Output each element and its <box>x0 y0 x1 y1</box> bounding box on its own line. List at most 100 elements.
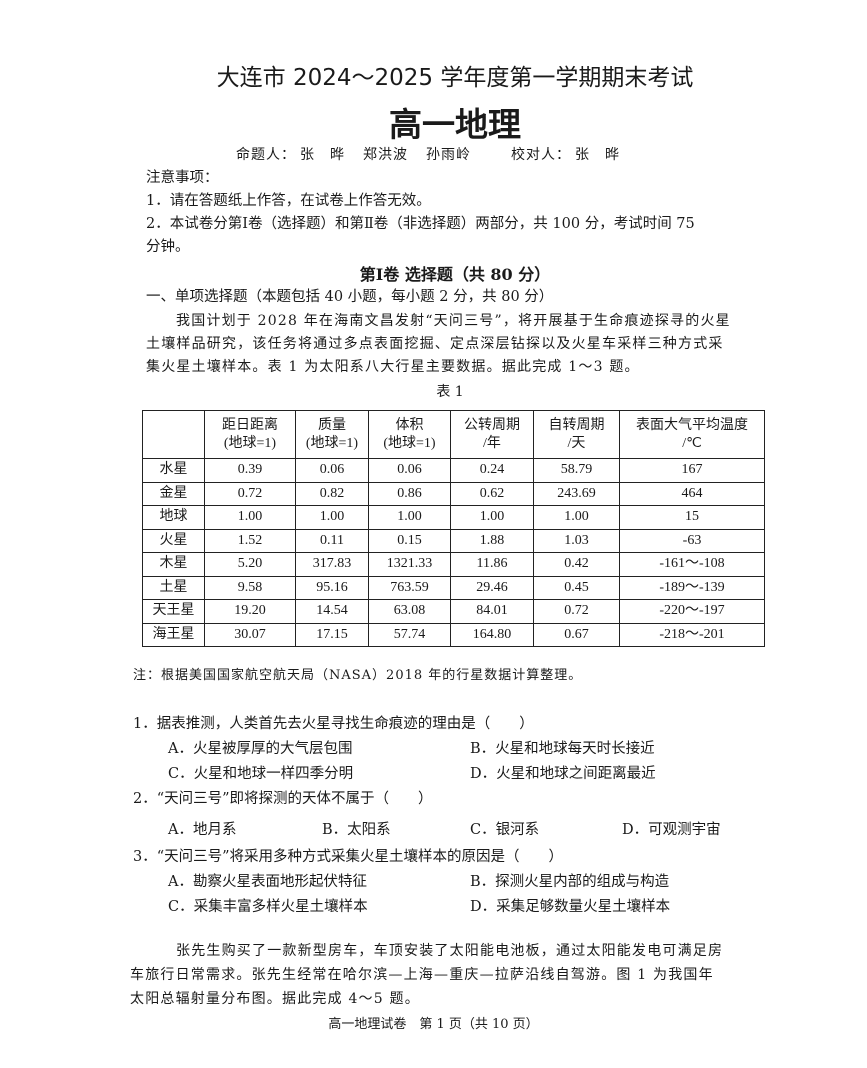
table-cell: 763.59 <box>368 575 451 600</box>
column-header: 体积 (地球=1) <box>368 410 451 459</box>
answer-option: B．火星和地球每天时长接近 <box>470 741 655 757</box>
proofreader-label: 校对人： <box>511 147 571 163</box>
notice-item: 分钟。 <box>146 239 190 255</box>
header-line: /年 <box>483 435 501 451</box>
table-cell: 1.88 <box>450 528 534 553</box>
subject-title: 高一地理 <box>389 105 521 144</box>
table-caption: 表 1 <box>436 384 464 400</box>
planet-name-cell: 土星 <box>142 575 205 600</box>
header-line: (地球=1) <box>383 435 436 451</box>
notice-item: 1．请在答题纸上作答，在试卷上作答无效。 <box>146 193 431 209</box>
header-line: 距日距离 <box>222 417 278 433</box>
planet-data-table: 距日距离 (地球=1) 质量 (地球=1) 体积 (地球=1) 公转周期/年 自转周期/天 表面… <box>142 410 765 647</box>
question-stem: 1．据表推测，人类首先去火星寻找生命痕迹的理由是（ ） <box>133 716 534 732</box>
planet-name-cell: 金星 <box>142 481 205 506</box>
header-line: /℃ <box>682 435 702 451</box>
table-cell: 0.06 <box>295 458 369 483</box>
notice-heading: 注意事项： <box>146 170 219 186</box>
table-cell: 0.45 <box>533 575 620 600</box>
table-row: 土星 9.58 95.16 763.59 29.46 0.45 -189～-139 <box>142 575 765 600</box>
table-row: 木星 5.20 317.83 1321.33 11.86 0.42 -161～-108 <box>142 552 765 577</box>
table-cell: 0.67 <box>533 622 620 647</box>
table-cell: 243.69 <box>533 481 620 506</box>
table-cell: 0.86 <box>368 481 451 506</box>
answer-option: A．火星被厚厚的大气层包围 <box>168 741 353 757</box>
planet-name-cell: 海王星 <box>142 622 205 647</box>
table-cell: 0.72 <box>533 599 620 624</box>
exam-title: 大连市 2024～2025 学年度第一学期期末考试 <box>216 65 694 91</box>
table-cell: 0.62 <box>450 481 534 506</box>
table-row: 水星 0.39 0.06 0.06 0.24 58.79 167 <box>142 458 765 483</box>
table-cell: 9.58 <box>204 575 296 600</box>
column-header: 表面大气平均温度 /℃ <box>619 410 765 459</box>
table-cell: 1.03 <box>533 528 620 553</box>
part-title: 一、单项选择题（本题包括 40 小题，每小题 2 分，共 80 分） <box>146 289 554 305</box>
answer-option: A．地月系 <box>168 822 237 838</box>
table-cell: 1.00 <box>295 505 369 530</box>
planet-name-cell: 地球 <box>142 505 205 530</box>
table-cell: 464 <box>619 481 765 506</box>
column-header: 自转周期/天 <box>533 410 620 459</box>
table-cell: 0.82 <box>295 481 369 506</box>
header-line: 质量 <box>318 417 346 433</box>
table-cell: -161～-108 <box>619 552 765 577</box>
table-cell: 1.00 <box>368 505 451 530</box>
proofreader: 张 晔 <box>575 147 620 163</box>
table-cell: 17.15 <box>295 622 369 647</box>
table-cell: 0.11 <box>295 528 369 553</box>
table-cell: 317.83 <box>295 552 369 577</box>
table-row: 海王星 30.07 17.15 57.74 164.80 0.67 -218～-201 <box>142 622 765 647</box>
section-title: 第Ⅰ卷 选择题（共 80 分） <box>359 265 551 284</box>
intro-line: 土壤样品研究，该任务将通过多点表面挖掘、定点深层钻探以及火星车采样三种方式采 <box>146 336 724 352</box>
table-header-row: 距日距离 (地球=1) 质量 (地球=1) 体积 (地球=1) 公转周期/年 自转周期/天 表面… <box>142 410 765 459</box>
table-row: 金星 0.72 0.82 0.86 0.62 243.69 464 <box>142 481 765 506</box>
authors-label: 命题人： <box>236 147 296 163</box>
table-cell: 1.00 <box>204 505 296 530</box>
table-cell: -189～-139 <box>619 575 765 600</box>
table-cell: 5.20 <box>204 552 296 577</box>
table-cell: -220～-197 <box>619 599 765 624</box>
answer-option: D．可观测宇宙 <box>622 822 721 838</box>
header-line: 表面大气平均温度 <box>636 417 748 433</box>
header-line: 自转周期 <box>548 417 605 433</box>
header-line: 公转周期 <box>464 417 520 433</box>
author: 郑洪波 <box>363 147 408 163</box>
planet-name-cell: 水星 <box>142 458 205 483</box>
table-cell: 95.16 <box>295 575 369 600</box>
answer-option: A．勘察火星表面地形起伏特征 <box>168 874 367 890</box>
table-row: 地球 1.00 1.00 1.00 1.00 1.00 15 <box>142 505 765 530</box>
table-cell: 11.86 <box>450 552 534 577</box>
answer-option: C．银河系 <box>470 822 540 838</box>
table-cell: 63.08 <box>368 599 451 624</box>
column-header: 距日距离 (地球=1) <box>204 410 296 459</box>
table-cell: 0.42 <box>533 552 620 577</box>
table-cell: 15 <box>619 505 765 530</box>
intro-line: 张先生购买了一款新型房车，车顶安装了太阳能电池板，通过太阳能发电可满足房 <box>176 943 724 959</box>
table-note: 注：根据美国国家航空航天局（NASA）2018 年的行星数据计算整理。 <box>133 668 583 683</box>
table-cell: 164.80 <box>450 622 534 647</box>
answer-option: C．火星和地球一样四季分明 <box>168 766 354 782</box>
planet-name-cell: 木星 <box>142 552 205 577</box>
table-cell: 1321.33 <box>368 552 451 577</box>
table-cell: 0.39 <box>204 458 296 483</box>
table-row: 天王星 19.20 14.54 63.08 84.01 0.72 -220～-197 <box>142 599 765 624</box>
answer-option: D．采集足够数量火星土壤样本 <box>470 899 671 915</box>
table-cell: 30.07 <box>204 622 296 647</box>
table-cell: 0.06 <box>368 458 451 483</box>
planet-name-cell: 火星 <box>142 528 205 553</box>
intro-line: 太阳总辐射量分布图。据此完成 4～5 题。 <box>130 991 420 1007</box>
table-cell: 14.54 <box>295 599 369 624</box>
table-cell: 167 <box>619 458 765 483</box>
header-line: /天 <box>567 435 586 451</box>
answer-option: D．火星和地球之间距离最近 <box>470 766 656 782</box>
intro-line: 集火星土壤样本。表 1 为太阳系八大行星主要数据。据此完成 1～3 题。 <box>146 359 640 375</box>
header-line: (地球=1) <box>305 435 359 451</box>
table-cell: 1.52 <box>204 528 296 553</box>
header-line: (地球=1) <box>223 435 277 451</box>
question-stem: 2．“天问三号”即将探测的天体不属于（ ） <box>133 791 433 807</box>
table-cell: 58.79 <box>533 458 620 483</box>
table-cell: 19.20 <box>204 599 296 624</box>
author: 张 晔 <box>300 147 345 163</box>
author: 孙雨岭 <box>426 147 471 163</box>
planet-name-cell: 天王星 <box>142 599 205 624</box>
